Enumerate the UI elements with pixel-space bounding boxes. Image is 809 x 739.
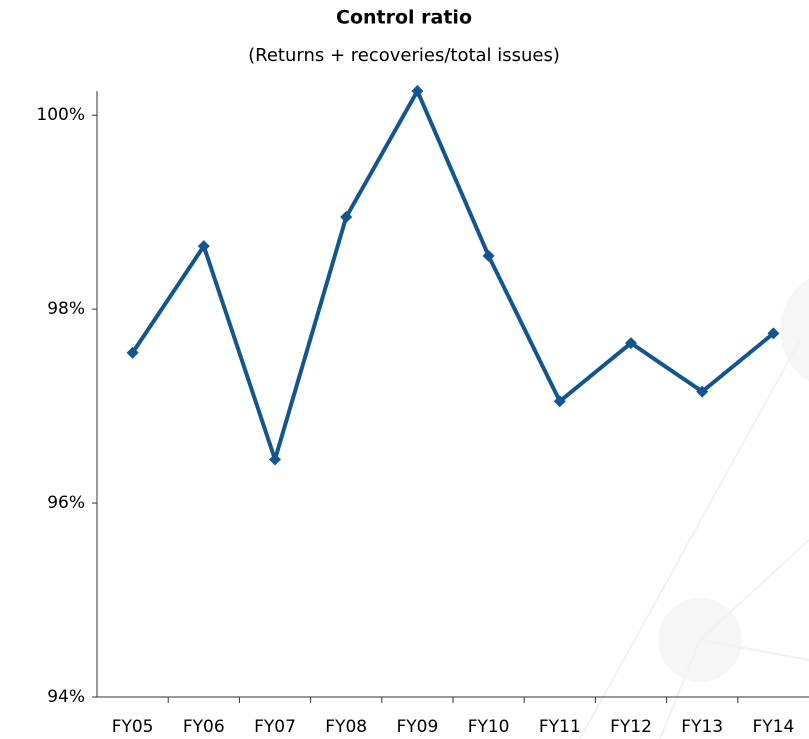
marker <box>696 385 709 398</box>
y-tick-label: 96% <box>47 493 85 513</box>
x-tick-label: FY14 <box>753 717 795 737</box>
marker <box>197 240 210 253</box>
y-tick-label: 98% <box>47 299 85 319</box>
x-tick-label: FY07 <box>254 717 296 737</box>
chart-subtitle: (Returns + recoveries/total issues) <box>248 45 560 66</box>
marker <box>126 346 139 359</box>
y-tick-label: 94% <box>47 687 85 707</box>
x-tick-label: FY11 <box>539 717 581 737</box>
chart-title: Control ratio <box>336 7 472 29</box>
x-tick-label: FY05 <box>112 717 154 737</box>
x-tick-label: FY12 <box>610 717 652 737</box>
background-decoration <box>579 278 809 739</box>
x-tick-label: FY08 <box>325 717 367 737</box>
marker <box>482 249 495 262</box>
y-tick-label: 100% <box>36 105 85 125</box>
x-tick-label: FY10 <box>468 717 510 737</box>
marker <box>553 395 566 408</box>
marker <box>340 211 353 224</box>
line-series <box>130 89 775 462</box>
marker <box>411 85 424 97</box>
marker <box>625 337 637 350</box>
x-tick-label: FY13 <box>681 717 723 737</box>
x-tick-label: FY06 <box>183 717 225 737</box>
marker <box>269 453 281 466</box>
marker <box>767 327 780 340</box>
x-tick-label: FY09 <box>397 717 439 737</box>
